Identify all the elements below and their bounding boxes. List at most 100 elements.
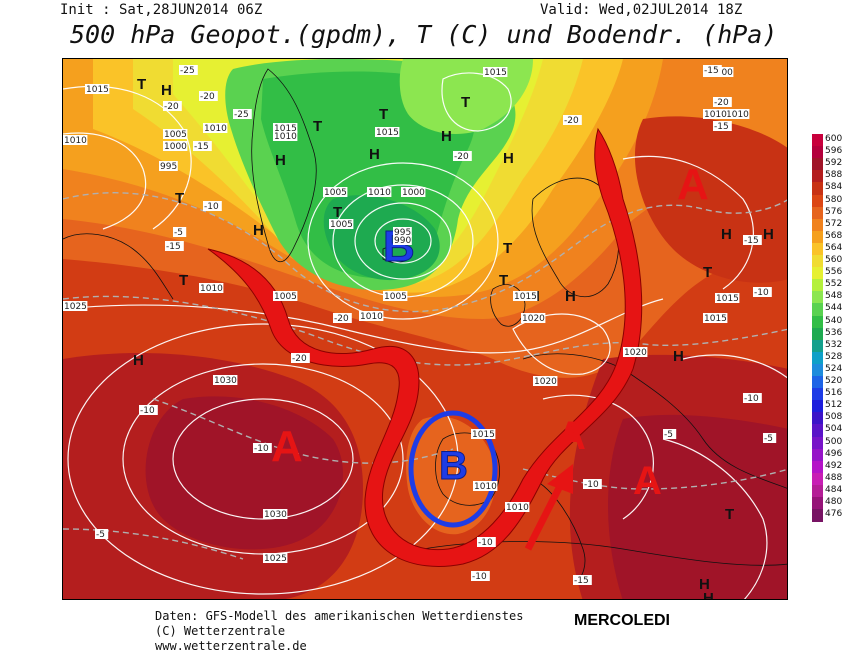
isobar-value-label: 1015 xyxy=(274,124,297,134)
temperature-value-label: -10 xyxy=(478,538,493,548)
advection-arrow xyxy=(524,464,573,551)
temperature-value-label: -5 xyxy=(764,434,773,444)
legend-swatch xyxy=(812,460,823,474)
legend-entry: 528 xyxy=(812,351,848,365)
isobar-label-box xyxy=(367,187,392,197)
valid-time-label: Valid: Wed,02JUL2014 18Z xyxy=(540,2,743,18)
legend-label: 596 xyxy=(825,146,843,157)
temperature-value-label: -15 xyxy=(166,242,181,252)
isobar-value-label: 1010 xyxy=(274,132,297,142)
arrow-head xyxy=(547,464,573,494)
isobar-label-box xyxy=(199,283,224,293)
legend-label: 508 xyxy=(825,412,843,423)
temperature-value-label: -10 xyxy=(140,406,155,416)
temperature-value-label: -20 xyxy=(292,354,307,364)
isobar-label-box xyxy=(329,219,354,229)
isobar-value-label: 1015 xyxy=(86,85,109,95)
isobar-value-label: 1020 xyxy=(522,314,545,324)
temperature-value-label: -15 xyxy=(704,66,719,76)
isobar-label-box xyxy=(359,311,384,321)
isobar-label-box xyxy=(513,291,538,301)
temperature-label-box xyxy=(703,65,722,75)
isobar-label-box xyxy=(393,227,412,237)
pressure-center: H xyxy=(721,226,732,243)
pressure-center: H xyxy=(763,226,774,243)
legend-entry: 484 xyxy=(812,484,848,498)
isobar-label-box xyxy=(273,131,298,141)
legend-entry: 584 xyxy=(812,182,848,195)
isobar-value-label: 1015 xyxy=(484,68,507,78)
isobar-label-box xyxy=(521,313,546,323)
isobar-label-box xyxy=(85,84,110,94)
isobar-value-label: 1005 xyxy=(274,292,297,302)
isobar-label-box xyxy=(703,313,728,323)
temperature-value-label: -5 xyxy=(96,530,105,540)
legend-swatch xyxy=(812,388,823,401)
legend-label: 556 xyxy=(825,267,843,278)
temperature-label-box xyxy=(179,65,198,75)
legend-label: 544 xyxy=(825,303,843,314)
isobar-label-box xyxy=(623,347,648,357)
pressure-center: T xyxy=(725,506,734,523)
isobar-value-label: 1030 xyxy=(214,376,237,386)
legend-label: 584 xyxy=(825,182,843,193)
temperature-label-box xyxy=(563,115,582,125)
temperature-value-label: -15 xyxy=(744,236,759,246)
isobar-label-box xyxy=(393,235,412,245)
legend-entry: 492 xyxy=(812,460,848,474)
legend-label: 524 xyxy=(825,363,843,374)
isobar-label-box xyxy=(63,135,88,145)
legend-entry: 564 xyxy=(812,242,848,256)
scandinavia-coast xyxy=(531,177,620,298)
isotherm-4 xyxy=(522,468,787,490)
map-title: 500 hPa Geopot.(gpdm), T (C) und Bodendr… xyxy=(70,20,778,49)
legend-label: 540 xyxy=(825,315,843,326)
pressure-center: H xyxy=(441,128,452,145)
temperature-value-label: -10 xyxy=(254,444,269,454)
color-scale-legend: 600 596 592 588 584 580 576 572 568 564 560 556 552 5… xyxy=(812,134,848,524)
legend-label: 532 xyxy=(825,339,843,350)
temperature-label-box xyxy=(573,575,592,585)
temperature-label-box xyxy=(743,235,762,245)
iceland-coast xyxy=(382,246,412,263)
legend-label: 512 xyxy=(825,400,843,411)
legend-swatch xyxy=(812,267,823,280)
temperature-value-label: -20 xyxy=(200,92,215,102)
legend-entry: 544 xyxy=(812,303,848,316)
temperature-value-label: -5 xyxy=(174,228,183,238)
isobar-label-box xyxy=(375,127,400,137)
isobar-value-label: 1025 xyxy=(264,554,287,564)
legend-label: 552 xyxy=(825,279,843,290)
temperature-label-box xyxy=(453,151,472,161)
temperature-value-label: -25 xyxy=(234,110,249,120)
legend-entry: 592 xyxy=(812,158,848,171)
isobar-label-box xyxy=(401,187,426,197)
temperature-label-box xyxy=(95,529,109,539)
pressure-center: H xyxy=(275,152,286,169)
temperature-value-label: -10 xyxy=(204,202,219,212)
temperature-value-label: -10 xyxy=(472,572,487,582)
legend-label: 548 xyxy=(825,291,843,302)
pressure-center: H xyxy=(703,590,714,600)
pressure-center: T xyxy=(333,204,342,221)
legend-entry: 532 xyxy=(812,339,848,353)
pressure-center: H xyxy=(253,222,264,239)
isobar-label-box xyxy=(213,375,238,385)
isobar-value-label: 1015 xyxy=(514,292,537,302)
isobar-value-label: 1015 xyxy=(716,294,739,304)
isobar-3 xyxy=(63,298,664,354)
temperature-label-box xyxy=(139,405,158,415)
legend-label: 484 xyxy=(825,484,843,495)
temperature-label-box xyxy=(193,141,212,151)
legend-swatch xyxy=(812,230,823,244)
legend-entry: 500 xyxy=(812,436,848,450)
legend-swatch xyxy=(812,194,823,208)
isobar-label-box xyxy=(263,509,288,519)
isobar-value-label: 1010 xyxy=(368,188,391,198)
greenland-coast xyxy=(251,68,317,262)
isobar-label-box xyxy=(533,376,558,386)
legend-label: 480 xyxy=(825,497,843,507)
legend-entry: 596 xyxy=(812,146,848,159)
data-source-line: Daten: GFS-Modell des amerikanischen Wet… xyxy=(155,609,524,623)
isobar-value-label: 1020 xyxy=(624,348,647,358)
